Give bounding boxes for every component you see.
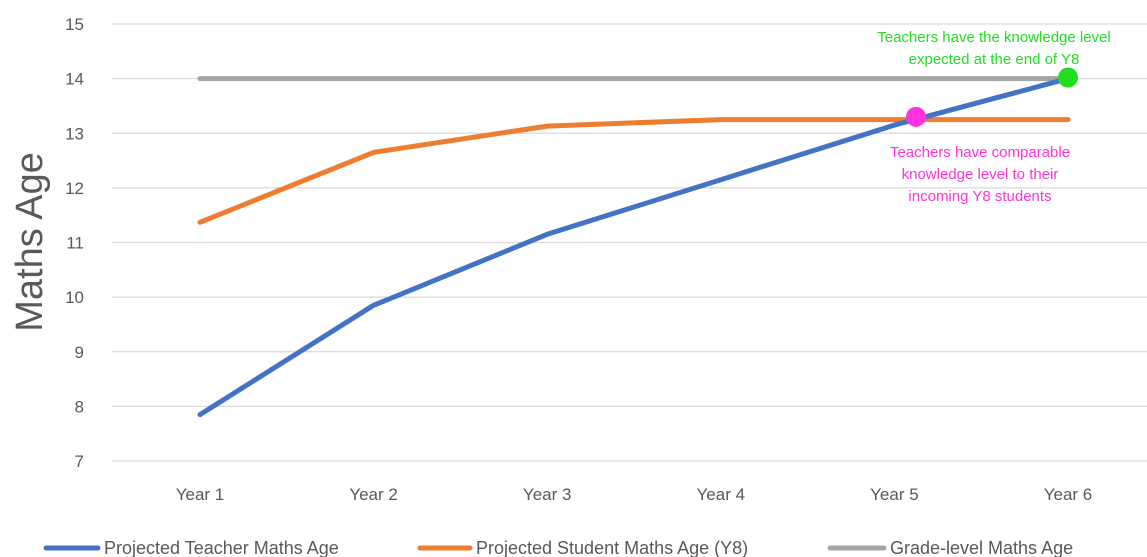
annotation-text: Teachers have the knowledge level (877, 29, 1110, 46)
gridlines (112, 23, 1147, 462)
series-lines (197, 76, 1071, 418)
y-tick-label: 8 (75, 397, 84, 416)
x-tick-label: Year 2 (349, 485, 398, 504)
annotation-marker (1058, 67, 1078, 88)
annotation-text: Teachers have comparable (890, 144, 1070, 161)
y-tick-label: 13 (65, 124, 84, 143)
y-tick-label: 9 (75, 343, 84, 362)
x-tick-label: Year 1 (176, 485, 225, 504)
annotation-text: incoming Y8 students (908, 188, 1051, 205)
y-axis-label: Maths Age (9, 152, 51, 332)
y-axis-ticks: 7 8 9 10 11 12 13 14 15 (65, 15, 84, 471)
annotation-marker (906, 106, 926, 127)
y-tick-label: 15 (65, 15, 84, 34)
x-axis-ticks: Year 1 Year 2 Year 3 Year 4 Year 5 Year 6 (176, 485, 1093, 504)
x-tick-label: Year 4 (697, 485, 746, 504)
x-tick-label: Year 3 (523, 485, 572, 504)
y-tick-label: 14 (65, 70, 84, 89)
y-tick-label: 7 (75, 452, 84, 471)
y-tick-label: 10 (65, 288, 84, 307)
x-tick-label: Year 6 (1044, 485, 1093, 504)
legend-label: Projected Teacher Maths Age (104, 538, 339, 557)
annotation-text: knowledge level to their (902, 166, 1059, 183)
legend: Projected Teacher Maths Age Projected Stu… (43, 538, 1073, 557)
annotations: Teachers have the knowledge level expecte… (877, 29, 1110, 205)
x-tick-label: Year 5 (870, 485, 919, 504)
legend-label: Projected Student Maths Age (Y8) (476, 538, 748, 557)
legend-label: Grade-level Maths Age (890, 538, 1073, 557)
y-tick-label: 11 (66, 234, 84, 253)
y-tick-label: 12 (65, 179, 84, 198)
annotation-text: expected at the end of Y8 (909, 51, 1080, 68)
series-line (197, 76, 1071, 418)
